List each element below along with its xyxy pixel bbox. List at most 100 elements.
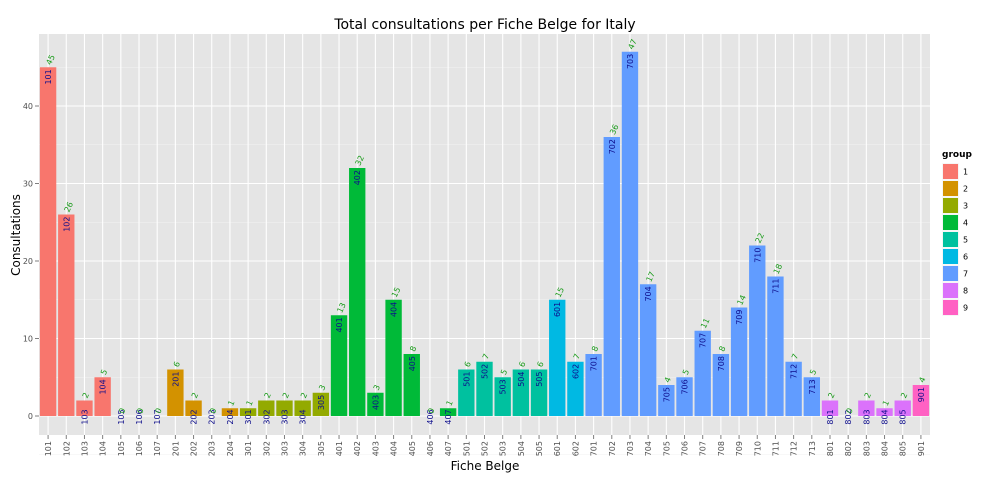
bar-204	[221, 408, 239, 416]
bar-303	[276, 400, 293, 416]
bar-category-label: 702	[608, 139, 617, 154]
x-tick-label: 305	[317, 441, 326, 456]
bar-712	[785, 361, 802, 416]
bar-value-label: 11	[699, 317, 711, 330]
bar-value-label: 4	[917, 376, 927, 384]
bar-501	[458, 369, 475, 416]
bar-value-label: 6	[463, 360, 473, 368]
legend-title: group	[942, 150, 972, 160]
bar-value-label: 17	[645, 270, 657, 283]
legend-label: 9	[963, 304, 968, 313]
x-tick-label: 203	[208, 441, 217, 456]
x-tick-label: 801	[826, 441, 835, 456]
bar-value-label: 8	[408, 345, 418, 353]
bars	[39, 51, 930, 416]
bar-value-label: 2	[826, 391, 836, 399]
bar-category-label: 201	[171, 372, 180, 387]
legend-swatch-2	[943, 181, 958, 196]
x-tick-label: 502	[481, 441, 490, 456]
bar-value-label: 22	[754, 232, 766, 245]
bar-value-label: 2	[190, 391, 200, 399]
legend-swatch-4	[943, 215, 958, 230]
x-axis: 101 102 103 104 105 106 107 201 202 203 204 301 302 3…	[44, 435, 926, 456]
bar-601	[549, 299, 566, 416]
bar-category-label: 405	[408, 356, 417, 371]
bar-301	[239, 408, 257, 416]
y-tick-label: 0	[28, 412, 33, 421]
y-tick-label: 20	[23, 257, 33, 266]
x-tick-label: 301	[244, 441, 253, 456]
bar-value-label: 1	[445, 399, 455, 407]
bar-value-label: 26	[63, 201, 75, 214]
bar-category-label: 204	[226, 409, 235, 424]
bar-value-label: 2	[863, 391, 873, 399]
legend-swatch-6	[943, 249, 958, 264]
bar-104	[94, 377, 111, 416]
bar-category-label: 503	[499, 379, 508, 394]
x-tick-label: 712	[790, 441, 799, 456]
bar-405	[403, 354, 420, 416]
bar-value-label: 45	[44, 53, 56, 66]
y-tick-label: 10	[23, 335, 33, 344]
bar-category-label: 701	[590, 356, 599, 371]
bar-category-label: 602	[571, 364, 580, 379]
x-tick-label: 705	[662, 441, 671, 456]
bar-category-label: 805	[899, 409, 908, 424]
x-tick-label: 602	[571, 441, 580, 456]
legend-swatch-5	[943, 232, 958, 247]
x-tick-label: 102	[62, 441, 71, 456]
bar-102	[58, 214, 75, 416]
x-tick-label: 201	[171, 441, 180, 456]
bar-category-label: 705	[662, 387, 671, 402]
bar-801	[821, 400, 839, 416]
bar-category-label: 302	[262, 409, 271, 424]
legend-swatch-9	[943, 300, 958, 315]
bar-401	[330, 315, 348, 416]
bar-category-label: 402	[353, 170, 362, 185]
bar-category-label: 101	[44, 69, 53, 84]
bar-value-label: 2	[899, 391, 909, 399]
bar-category-label: 713	[808, 379, 817, 394]
bar-value-label: 7	[572, 352, 582, 360]
bar-category-label: 504	[517, 372, 526, 387]
x-tick-label: 304	[299, 441, 308, 456]
x-tick-label: 503	[499, 441, 508, 456]
bar-category-label: 404	[390, 302, 399, 317]
bar-category-label: 704	[644, 286, 653, 301]
chart-title: Total consultations per Fiche Belge for …	[333, 17, 635, 33]
x-tick-label: 404	[390, 441, 399, 456]
bar-value-label: 6	[535, 360, 545, 368]
bar-value-label: 36	[608, 123, 620, 136]
legend-swatch-3	[943, 198, 958, 213]
bar-value-label: 3	[317, 383, 327, 391]
bar-category-label: 712	[790, 364, 799, 379]
bar-category-label: 106	[135, 409, 144, 424]
bar-category-label: 711	[771, 279, 780, 294]
x-tick-label: 505	[535, 441, 544, 456]
bar-value-label: 13	[335, 301, 347, 314]
x-tick-label: 713	[808, 441, 817, 456]
bar-category-label: 710	[753, 248, 762, 263]
x-tick-label: 704	[644, 441, 653, 456]
bar-category-label: 105	[117, 409, 126, 424]
bar-category-label: 103	[80, 409, 89, 424]
x-tick-label: 707	[699, 441, 708, 456]
bar-category-label: 706	[681, 379, 690, 394]
x-tick-label: 803	[862, 441, 871, 456]
x-tick-label: 302	[262, 441, 271, 456]
bar-705	[658, 385, 675, 416]
bar-709	[730, 307, 748, 416]
bar-803	[858, 400, 875, 416]
bar-category-label: 802	[844, 409, 853, 424]
bar-category-label: 801	[826, 409, 835, 424]
bar-503	[494, 377, 511, 416]
bar-category-label: 501	[462, 372, 471, 387]
bar-value-label: 0	[208, 407, 218, 415]
x-tick-label: 711	[771, 441, 780, 456]
bar-value-label: 2	[81, 391, 91, 399]
bar-value-label: 2	[299, 391, 309, 399]
bar-value-label: 18	[772, 263, 784, 276]
